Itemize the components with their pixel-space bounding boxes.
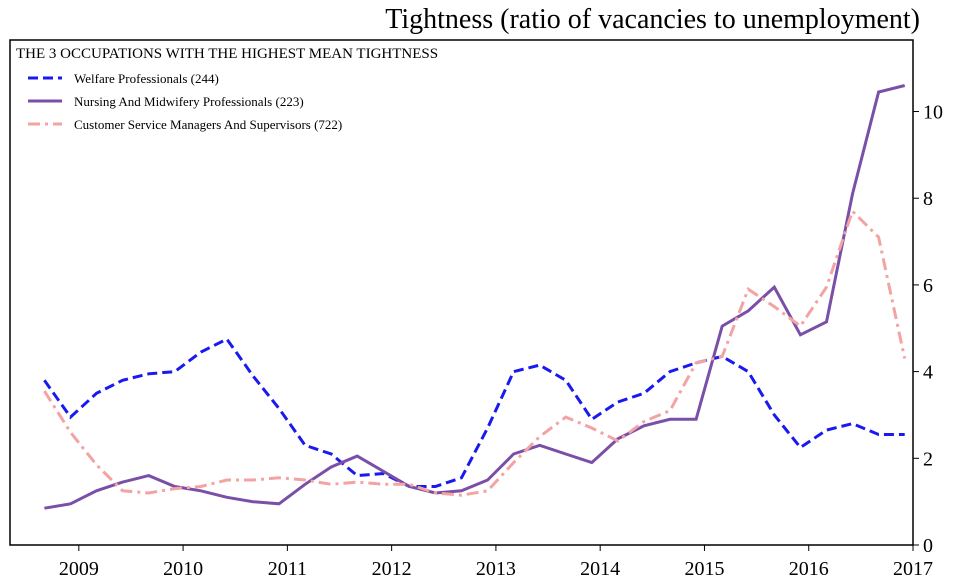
x-tick-label: 2009: [59, 558, 99, 580]
x-tick-label: 2016: [789, 558, 829, 580]
plot-frame: [9, 39, 914, 546]
series-line: [44, 84, 906, 510]
x-tick-label: 2013: [476, 558, 516, 580]
legend-label: Nursing And Midwifery Professionals (223…: [74, 94, 304, 109]
x-tick-label: 2017: [893, 558, 933, 580]
legend-label: Welfare Professionals (244): [74, 71, 219, 86]
x-tick-label: 2014: [580, 558, 620, 580]
y-tick-label: 8: [923, 188, 933, 210]
y-tick-label: 10: [923, 102, 943, 124]
series-line: [43, 337, 905, 488]
y-tick-label: 4: [923, 362, 933, 384]
x-tick-label: 2010: [163, 558, 203, 580]
x-tick-label: 2015: [684, 558, 724, 580]
y-tick-label: 0: [923, 535, 933, 557]
y-tick-label: 2: [923, 448, 933, 470]
x-tick-label: 2012: [372, 558, 412, 580]
series-line: [43, 208, 907, 497]
y-tick-label: 6: [923, 275, 933, 297]
legend-label: Customer Service Managers And Supervisor…: [74, 117, 342, 132]
legend-title: THE 3 OCCUPATIONS WITH THE HIGHEST MEAN …: [16, 46, 438, 62]
chart-title: Tightness (ratio of vacancies to unemplo…: [385, 4, 920, 35]
x-tick-label: 2011: [268, 558, 307, 580]
